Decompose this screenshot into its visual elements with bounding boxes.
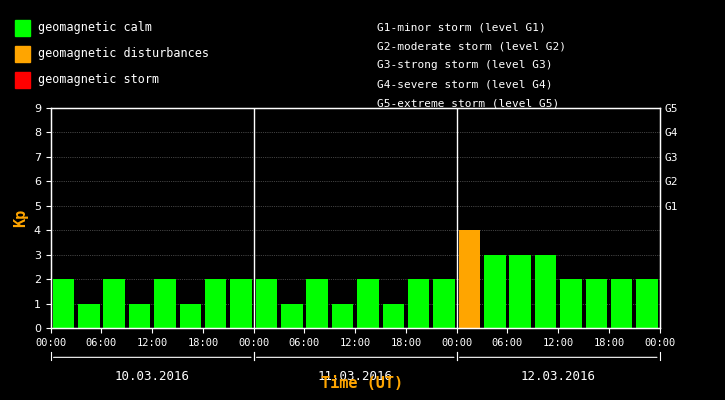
Bar — [53, 279, 74, 328]
Bar — [510, 255, 531, 328]
Bar — [205, 279, 226, 328]
Text: 10.03.2016: 10.03.2016 — [115, 370, 190, 382]
Text: G1-minor storm (level G1): G1-minor storm (level G1) — [377, 22, 546, 32]
Text: G5-extreme storm (level G5): G5-extreme storm (level G5) — [377, 99, 559, 109]
Bar — [383, 304, 404, 328]
Bar — [307, 279, 328, 328]
Bar — [434, 279, 455, 328]
Bar — [459, 230, 480, 328]
Bar — [637, 279, 658, 328]
Bar — [408, 279, 429, 328]
Bar — [357, 279, 378, 328]
Text: G3-strong storm (level G3): G3-strong storm (level G3) — [377, 60, 552, 70]
Text: geomagnetic disturbances: geomagnetic disturbances — [38, 48, 209, 60]
Bar — [256, 279, 277, 328]
Bar — [332, 304, 353, 328]
Bar — [78, 304, 99, 328]
Y-axis label: Kp: Kp — [13, 209, 28, 227]
Bar — [231, 279, 252, 328]
Text: 12.03.2016: 12.03.2016 — [521, 370, 596, 382]
Text: geomagnetic storm: geomagnetic storm — [38, 74, 159, 86]
Bar — [535, 255, 556, 328]
Text: Time (UT): Time (UT) — [321, 376, 404, 391]
Text: geomagnetic calm: geomagnetic calm — [38, 22, 152, 34]
Bar — [129, 304, 150, 328]
Bar — [104, 279, 125, 328]
Bar — [560, 279, 581, 328]
Text: G4-severe storm (level G4): G4-severe storm (level G4) — [377, 80, 552, 90]
Bar — [611, 279, 632, 328]
Bar — [281, 304, 302, 328]
Text: 11.03.2016: 11.03.2016 — [318, 370, 393, 382]
Bar — [180, 304, 201, 328]
Text: G2-moderate storm (level G2): G2-moderate storm (level G2) — [377, 41, 566, 51]
Bar — [484, 255, 505, 328]
Bar — [154, 279, 175, 328]
Bar — [586, 279, 607, 328]
